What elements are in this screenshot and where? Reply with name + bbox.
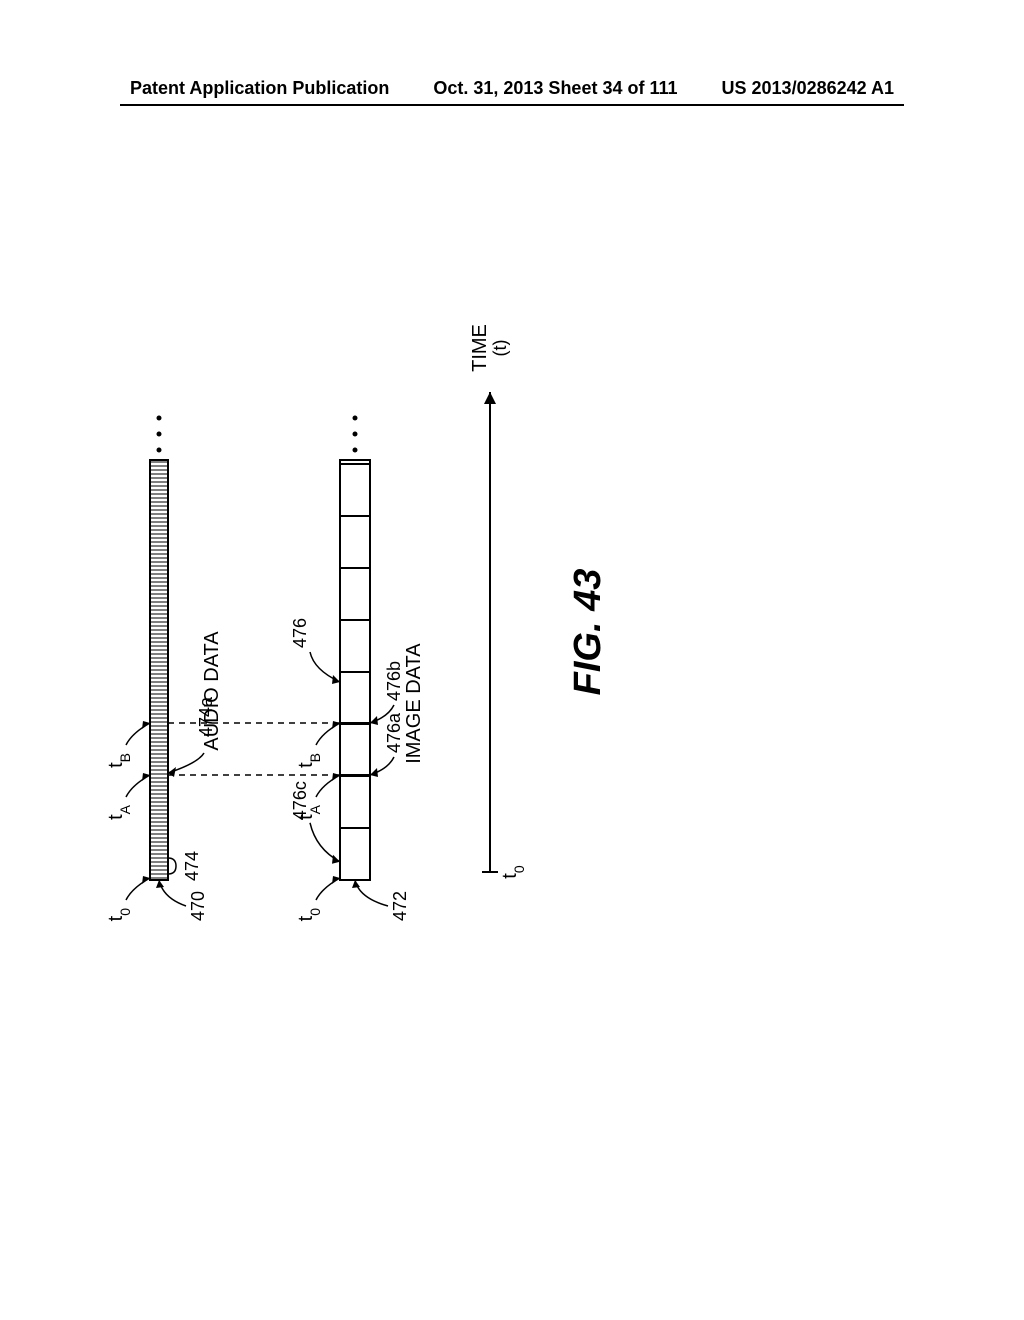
svg-text:476: 476 — [290, 618, 310, 648]
svg-text:476c: 476c — [290, 781, 310, 820]
svg-text:FIG. 43: FIG. 43 — [567, 569, 609, 696]
header-left: Patent Application Publication — [130, 78, 389, 99]
svg-text:tB: tB — [295, 753, 323, 768]
svg-text:t0: t0 — [295, 908, 323, 922]
figure-43: 474474aAUDIO DATAt0tAtB470t0tAtB472476c4… — [120, 230, 900, 1130]
svg-text:tA: tA — [105, 804, 133, 820]
header-center: Oct. 31, 2013 Sheet 34 of 111 — [433, 78, 677, 99]
svg-text:AUDIO DATA: AUDIO DATA — [201, 631, 223, 751]
svg-text:476a: 476a — [384, 712, 404, 753]
svg-text:472: 472 — [390, 891, 410, 921]
page-header: Patent Application Publication Oct. 31, … — [0, 78, 1024, 99]
svg-text:476b: 476b — [384, 661, 404, 701]
header-rule — [120, 104, 904, 106]
svg-text:470: 470 — [188, 891, 208, 921]
header-right: US 2013/0286242 A1 — [722, 78, 894, 99]
svg-text:t0: t0 — [105, 908, 133, 922]
page: Patent Application Publication Oct. 31, … — [0, 0, 1024, 1320]
svg-text:tB: tB — [105, 753, 133, 768]
svg-text:t0: t0 — [499, 865, 527, 879]
svg-text:474: 474 — [182, 851, 202, 881]
svg-text:(t): (t) — [490, 340, 510, 357]
svg-text:TIME: TIME — [469, 324, 491, 372]
svg-text:IMAGE DATA: IMAGE DATA — [403, 643, 425, 764]
